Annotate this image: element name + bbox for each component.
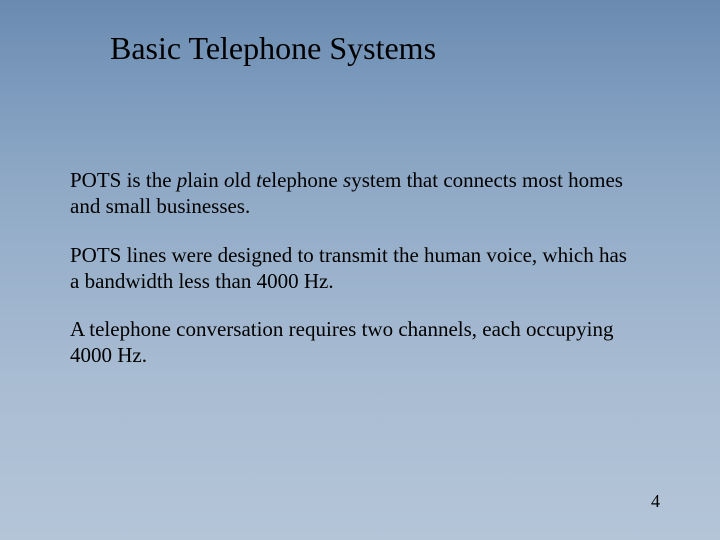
page-number: 4 [651,491,660,512]
p1-text-m3: elephone [262,168,343,192]
slide-title: Basic Telephone Systems [110,30,650,67]
paragraph-1: POTS is the plain old telephone system t… [70,167,640,220]
paragraph-3: A telephone conversation requires two ch… [70,316,640,369]
p1-italic-2: o [224,168,235,192]
p1-text-prefix: POTS is the [70,168,177,192]
slide-body: POTS is the plain old telephone system t… [70,167,650,369]
p1-text-m2: ld [235,168,257,192]
p1-text-m1: lain [187,168,224,192]
paragraph-2: POTS lines were designed to transmit the… [70,242,640,295]
slide-container: Basic Telephone Systems POTS is the plai… [0,0,720,540]
p1-italic-4: s [343,168,351,192]
p1-italic-1: p [177,168,188,192]
